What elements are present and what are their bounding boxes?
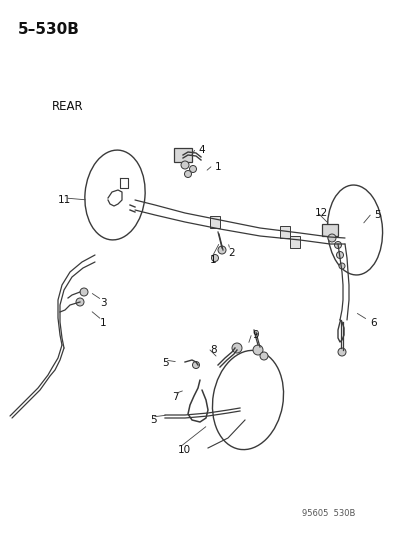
Text: 95605  530B: 95605 530B — [301, 509, 354, 518]
Text: 6: 6 — [369, 318, 376, 328]
Circle shape — [218, 246, 225, 254]
FancyBboxPatch shape — [173, 148, 192, 162]
Circle shape — [336, 252, 343, 259]
FancyBboxPatch shape — [209, 216, 219, 228]
FancyBboxPatch shape — [289, 236, 299, 248]
Circle shape — [231, 343, 242, 353]
Circle shape — [252, 345, 262, 355]
Text: 10: 10 — [178, 445, 191, 455]
Circle shape — [338, 263, 344, 269]
Text: 7: 7 — [171, 392, 178, 402]
Circle shape — [76, 298, 84, 306]
FancyBboxPatch shape — [279, 226, 289, 238]
Text: 5: 5 — [150, 415, 156, 425]
Circle shape — [192, 361, 199, 368]
Text: 1: 1 — [209, 255, 216, 265]
Text: 2: 2 — [228, 248, 234, 258]
Text: 4: 4 — [197, 145, 204, 155]
Text: 12: 12 — [314, 208, 328, 218]
Circle shape — [189, 166, 196, 173]
Text: 5–530B: 5–530B — [18, 22, 80, 37]
Circle shape — [337, 348, 345, 356]
Text: 11: 11 — [58, 195, 71, 205]
Text: 1: 1 — [214, 162, 221, 172]
FancyBboxPatch shape — [321, 224, 337, 236]
Text: 9: 9 — [252, 330, 258, 340]
Circle shape — [334, 241, 341, 248]
Text: 1: 1 — [100, 318, 107, 328]
Text: 3: 3 — [100, 298, 107, 308]
Circle shape — [327, 234, 335, 242]
Circle shape — [184, 171, 191, 177]
Text: 5: 5 — [161, 358, 168, 368]
Text: 8: 8 — [209, 345, 216, 355]
Circle shape — [259, 352, 267, 360]
Circle shape — [80, 288, 88, 296]
Circle shape — [180, 161, 189, 169]
Circle shape — [211, 254, 218, 262]
Text: 5: 5 — [373, 210, 380, 220]
Text: REAR: REAR — [52, 100, 83, 113]
